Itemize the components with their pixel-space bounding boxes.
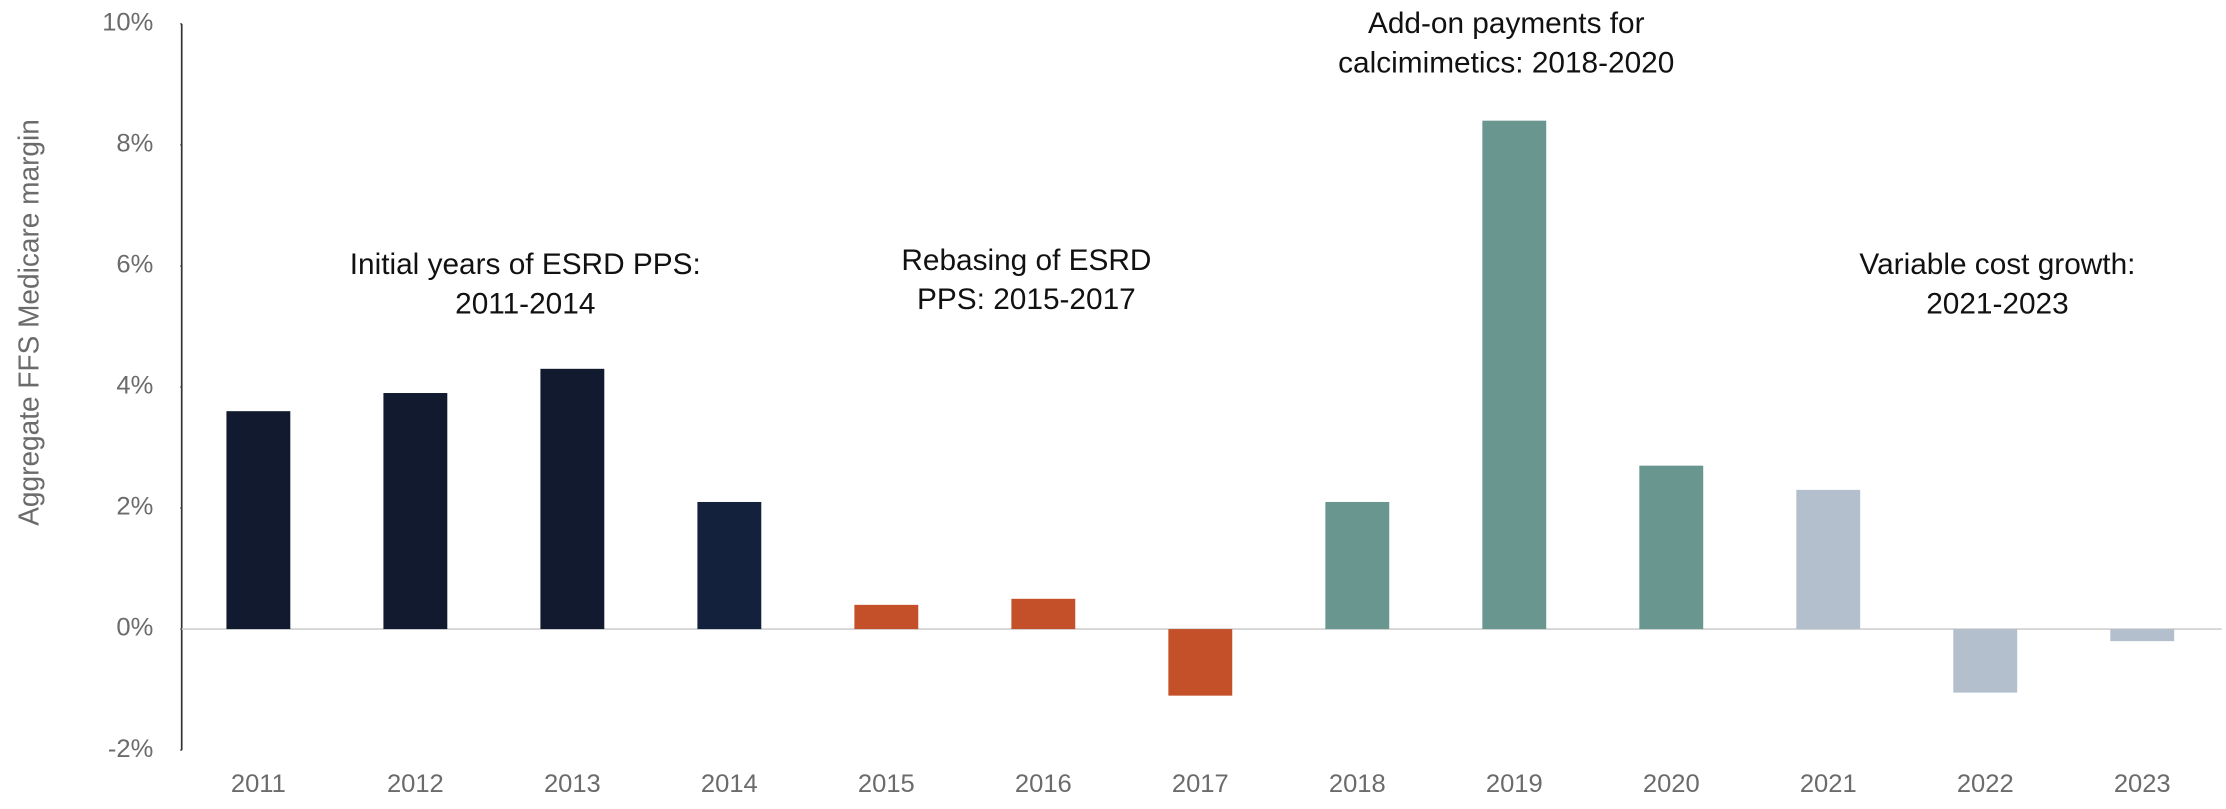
bar — [1325, 501, 1390, 630]
x-tick-label: 2013 — [544, 770, 601, 798]
x-tick-label: 2015 — [858, 770, 915, 798]
x-tick-label: 2011 — [231, 770, 286, 798]
annotation: 2021-2023 — [1926, 288, 2068, 321]
bar — [1639, 465, 1704, 630]
bar — [1011, 598, 1076, 630]
x-tick-label: 2021 — [1800, 770, 1857, 798]
x-tick-label: 2023 — [2114, 770, 2171, 798]
y-tick-label: 8% — [116, 130, 153, 158]
x-tick-label: 2018 — [1329, 770, 1386, 798]
x-tick-label: 2014 — [701, 770, 758, 798]
y-tick-label: 4% — [116, 372, 153, 400]
bar — [383, 393, 448, 630]
y-tick-label: 2% — [116, 493, 153, 521]
x-tick-label: 2019 — [1486, 770, 1543, 798]
bar — [697, 501, 762, 630]
annotation: calcimimetics: 2018-2020 — [1338, 46, 1674, 79]
bar — [2110, 629, 2175, 642]
x-tick-label: 2012 — [387, 770, 444, 798]
y-tick-label: 0% — [116, 614, 153, 642]
bar — [226, 411, 291, 630]
y-tick-label: 10% — [102, 9, 153, 37]
annotation: Variable cost growth: — [1859, 248, 2135, 281]
x-tick-label: 2017 — [1172, 770, 1229, 798]
x-tick-label: 2022 — [1957, 770, 2014, 798]
annotation: PPS: 2015-2017 — [917, 283, 1136, 316]
y-tick-label: -2% — [108, 735, 153, 763]
bar — [1482, 120, 1547, 630]
bar — [854, 604, 919, 630]
annotation: Add-on payments for — [1368, 7, 1645, 40]
annotation: Rebasing of ESRD — [901, 244, 1151, 277]
x-tick-label: 2020 — [1643, 770, 1700, 798]
bar — [1953, 629, 2018, 693]
x-tick-label: 2016 — [1015, 770, 1072, 798]
annotation: 2011-2014 — [455, 288, 595, 321]
y-tick-label: 6% — [116, 251, 153, 279]
bar — [1796, 489, 1861, 630]
y-axis-label: Aggregate FFS Medicare margin — [13, 119, 45, 526]
bar — [1168, 629, 1233, 696]
bar — [540, 368, 605, 630]
annotation: Initial years of ESRD PPS: — [350, 248, 701, 281]
